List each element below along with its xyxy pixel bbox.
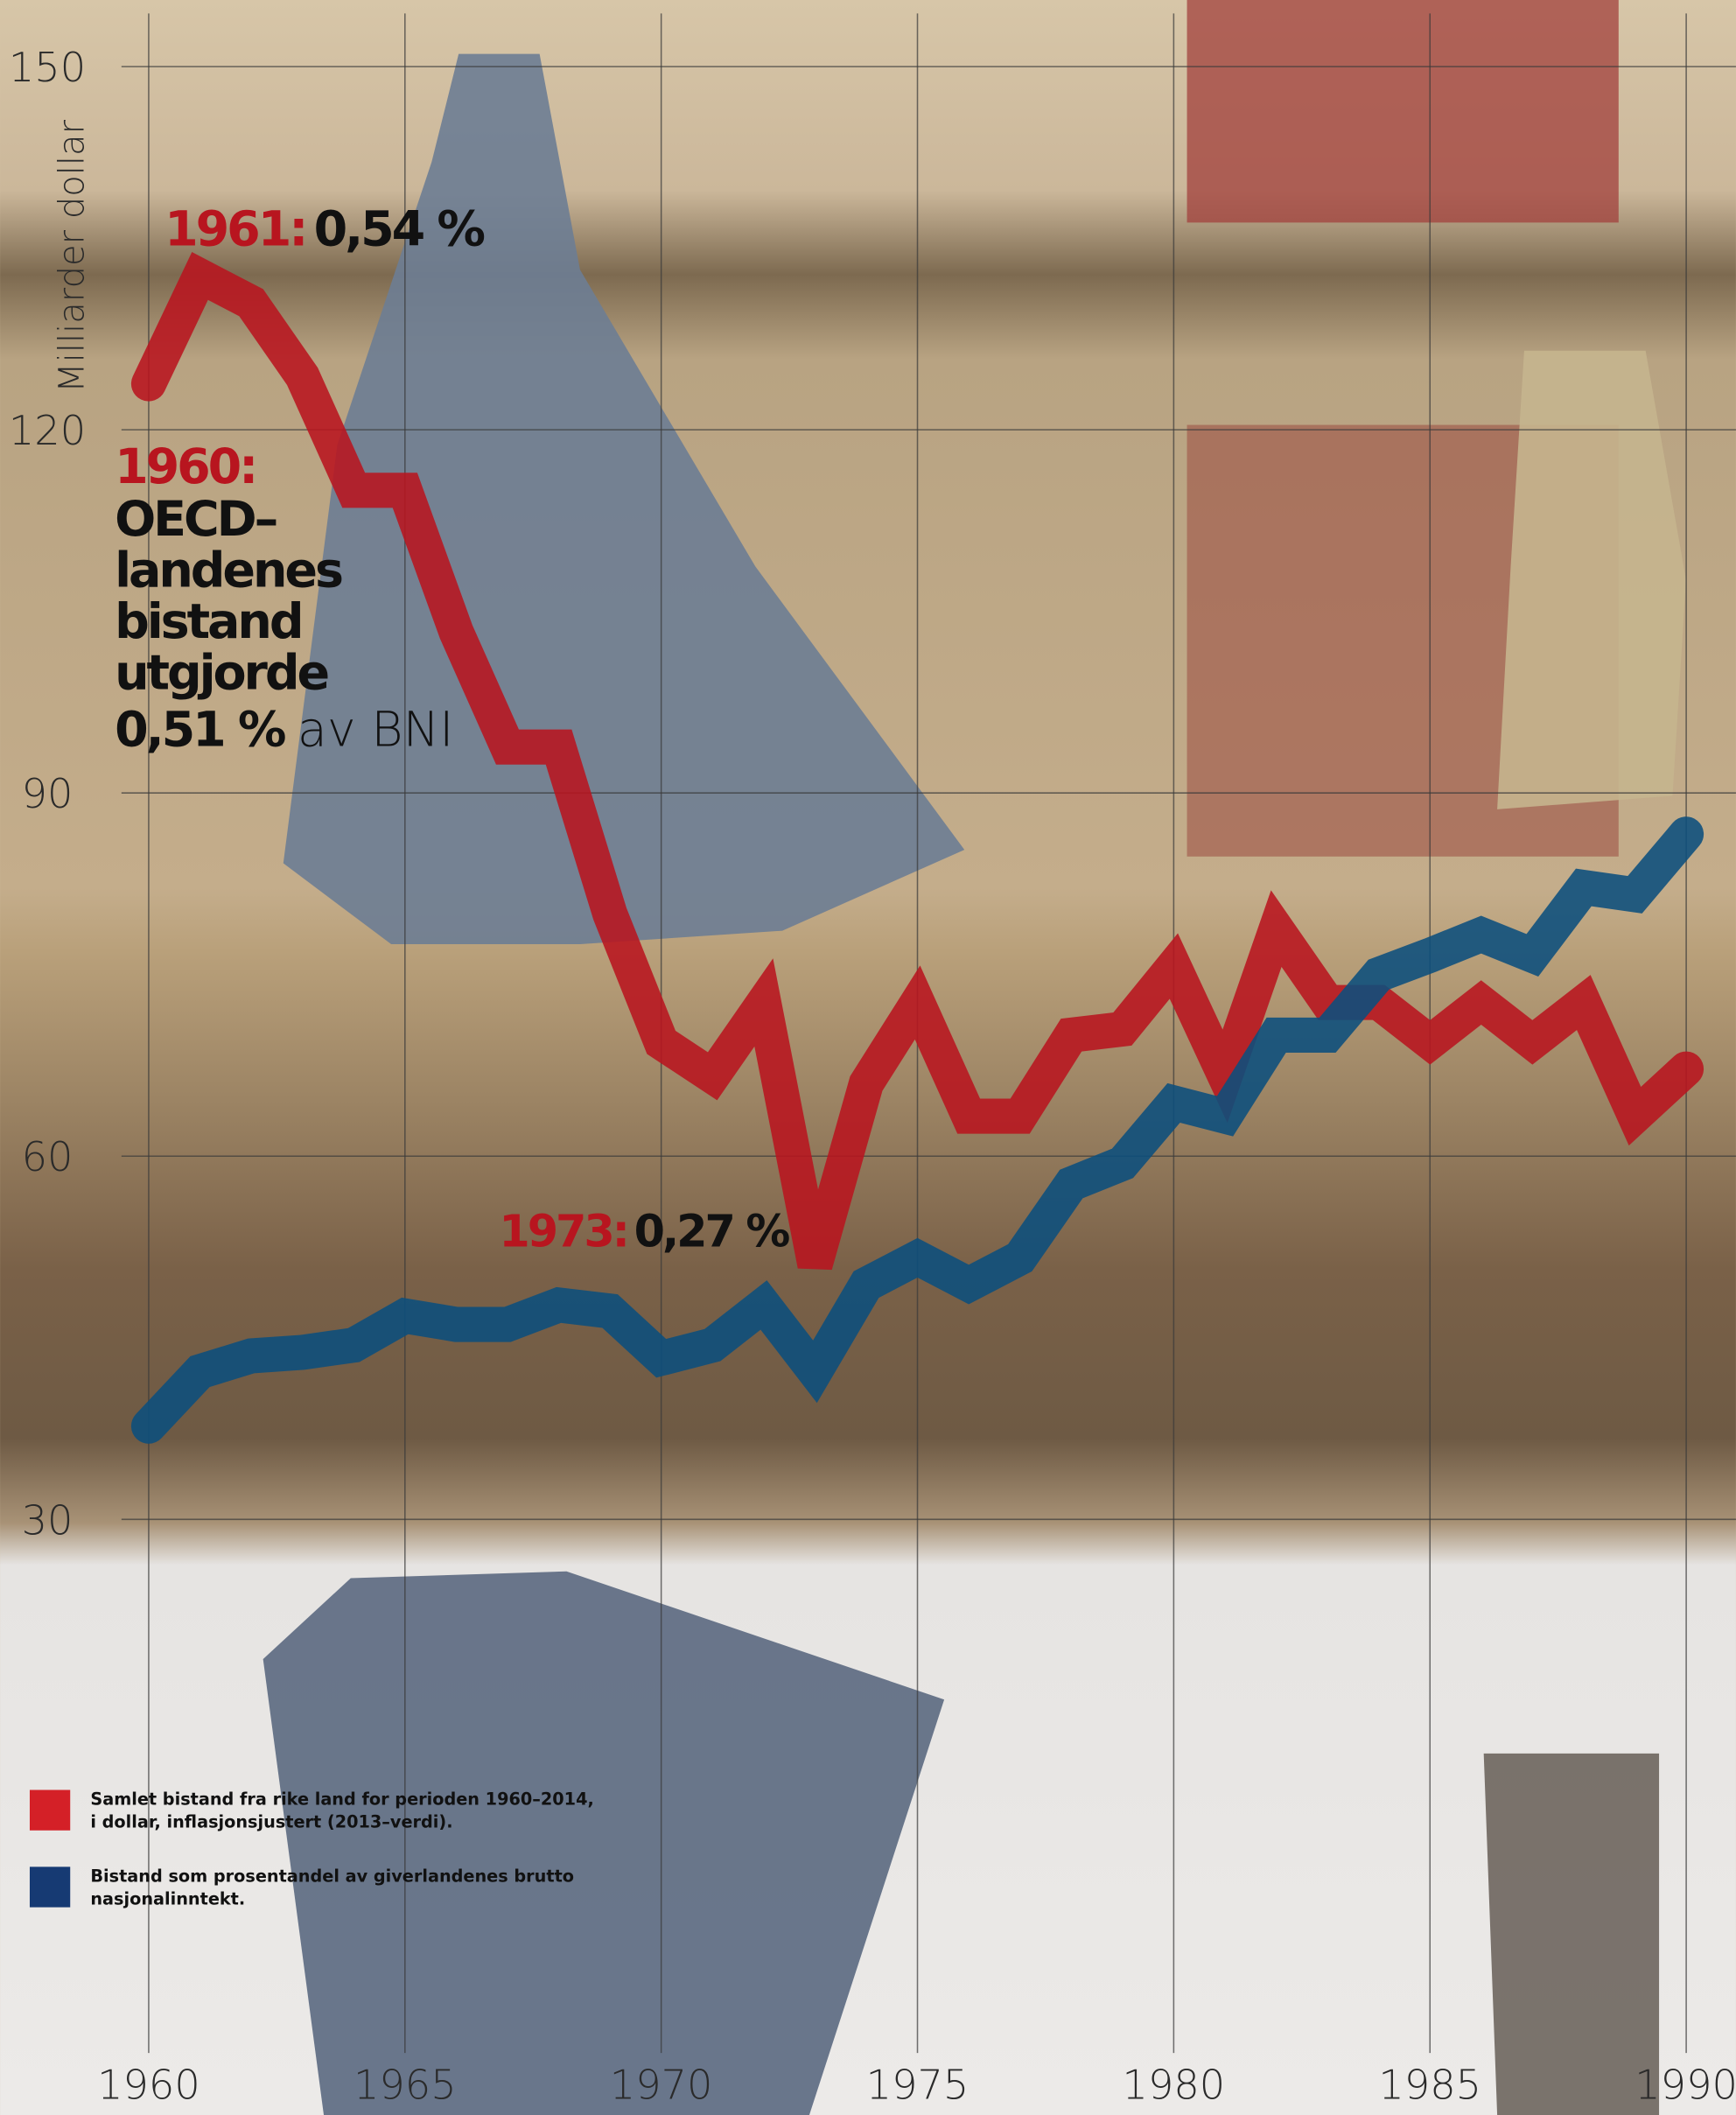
page: {"chart_data": { "type": "line", "y_labe… <box>0 0 1736 2115</box>
annotation-line: utgjorde <box>115 645 327 702</box>
chart: Milliarder dollar 30 60 90 120 150 1960 1965 19… <box>0 0 1736 2115</box>
annotation-line: landenes <box>115 543 342 599</box>
annotation-1961: 1961:0,54 % <box>164 201 484 258</box>
photo-red-wall <box>1187 0 1619 222</box>
annotation-line: bistand <box>115 593 301 650</box>
y-axis-label: Milliarder dollar <box>52 119 93 392</box>
annotation-year: 1973: <box>499 1205 626 1257</box>
x-tick-label: 1985 <box>1378 2062 1481 2109</box>
legend-swatch <box>30 1790 70 1831</box>
y-tick-label: 60 <box>22 1133 74 1180</box>
x-tick-label: 1990 <box>1634 2062 1736 2109</box>
annotation-suffix: av BNI <box>298 701 454 758</box>
y-tick-label: 30 <box>22 1496 74 1544</box>
x-tick-label: 1980 <box>1123 2062 1226 2109</box>
annotation: 1973:0,27 % <box>499 1205 789 1257</box>
x-tick-label: 1965 <box>354 2062 457 2109</box>
annotation-year: 1960: <box>115 438 256 495</box>
x-tick-label: 1960 <box>97 2062 200 2109</box>
y-tick-label: 120 <box>9 407 86 454</box>
y-tick-label: 90 <box>22 770 74 817</box>
photo-boy <box>1497 351 1686 809</box>
annotation-value: 0,54 % <box>314 201 485 258</box>
annotation-value: 0,27 % <box>634 1205 790 1257</box>
x-tick-label: 1970 <box>610 2062 713 2109</box>
x-tick-label: 1975 <box>866 2062 970 2109</box>
y-tick-label: 150 <box>9 44 86 91</box>
annotation: 1961:0,54 % <box>164 201 484 258</box>
photo-boy-reflection <box>1484 1754 1659 2115</box>
legend-swatch <box>30 1866 70 1907</box>
annotation-value-text: 0,51 % <box>115 701 285 758</box>
annotation-year: 1961: <box>164 201 305 258</box>
annotation-1973: 1973:0,27 % <box>499 1205 789 1257</box>
annotation-line: OECD– <box>115 491 276 548</box>
